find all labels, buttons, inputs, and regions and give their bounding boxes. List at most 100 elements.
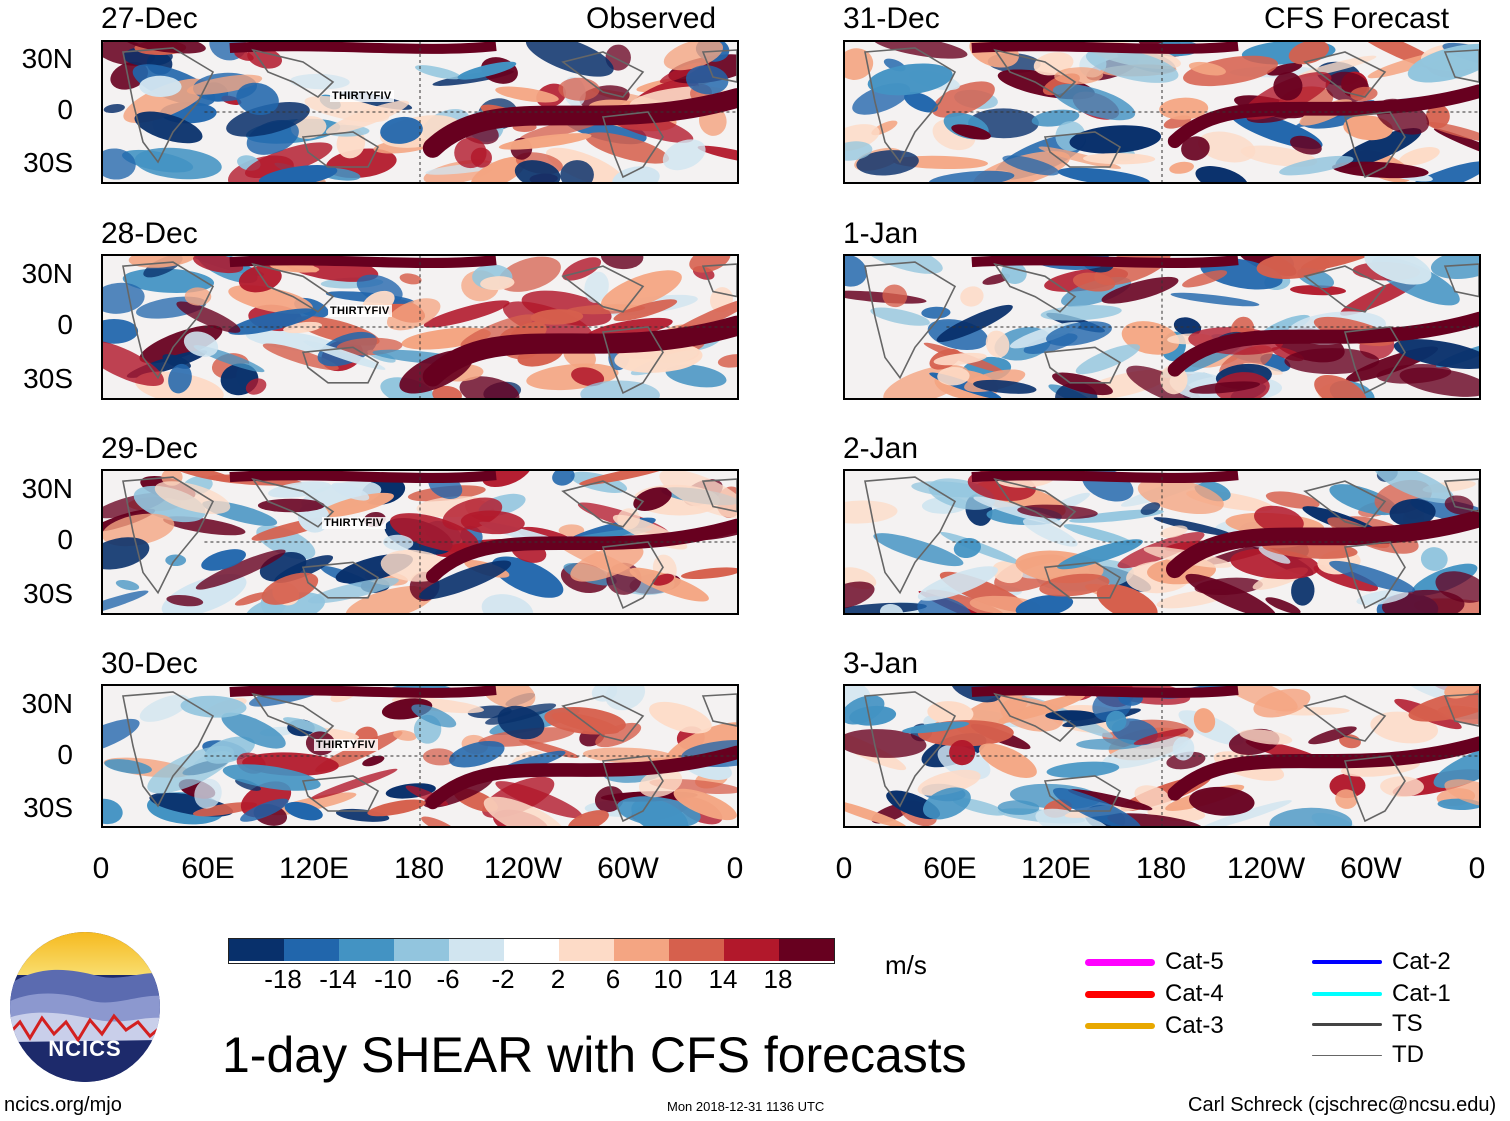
colorbar-labels: -18 -14 -10 -6 -2 2 6 10 14 18 (228, 962, 833, 996)
legend-label: Cat-1 (1392, 980, 1451, 1007)
colorbar (228, 938, 835, 964)
legend-item: TD (1312, 1041, 1424, 1069)
legend-line-swatch (1085, 1023, 1155, 1029)
storm-label: THIRTYFIV (330, 90, 394, 102)
legend-item: Cat-5 (1085, 948, 1224, 976)
y-label-30n: 30N (21, 473, 73, 504)
figure-title: 1-day SHEAR with CFS forecasts (222, 1027, 967, 1083)
colorbar-swatch (394, 939, 450, 961)
x-label: 60W (1340, 852, 1402, 885)
legend-line-swatch (1085, 990, 1155, 998)
legend-label: Cat-5 (1165, 948, 1224, 975)
colorbar-swatch (779, 939, 835, 961)
legend-label: Cat-3 (1165, 1012, 1224, 1039)
y-label-eq: 0 (57, 309, 73, 340)
colorbar-swatch (669, 939, 725, 961)
y-label-eq: 0 (57, 524, 73, 555)
x-label: 0 (835, 852, 853, 885)
website-link[interactable]: ncics.org/mjo (4, 1094, 122, 1116)
x-label: 0 (92, 852, 110, 885)
observed-label: Observed (586, 2, 717, 35)
colorbar-swatch (559, 939, 615, 961)
shear-field (845, 42, 1479, 182)
panel-date: 28-Dec (101, 217, 198, 250)
shear-map (101, 469, 739, 615)
panel-date: 31-Dec (843, 2, 940, 35)
legend-label: Cat-4 (1165, 980, 1224, 1007)
colorbar-tick-label: -2 (491, 964, 515, 994)
colorbar-tick-label: 14 (708, 964, 738, 994)
legend-line-swatch (1312, 1054, 1382, 1056)
colorbar-tick-label: 2 (550, 964, 566, 994)
colorbar-tick-label: -14 (319, 964, 357, 994)
x-label: 60W (597, 852, 659, 885)
legend-label: TD (1392, 1041, 1424, 1068)
colorbar-swatch (504, 939, 560, 961)
y-label-eq: 0 (57, 739, 73, 770)
colorbar-tick-label: -6 (436, 964, 460, 994)
x-label: 120W (483, 852, 563, 885)
y-label-30s: 30S (23, 147, 73, 178)
y-label-30n: 30N (21, 43, 73, 74)
colorbar-tick-label: -10 (374, 964, 412, 994)
shear-map (843, 684, 1481, 828)
x-label: 120E (278, 852, 350, 885)
colorbar-swatch (614, 939, 670, 961)
shear-map (843, 469, 1481, 615)
panel-date: 2-Jan (843, 432, 919, 465)
x-label: 120W (1226, 852, 1306, 885)
shear-field (103, 42, 737, 182)
panel-date: 1-Jan (843, 217, 919, 250)
shear-map (101, 40, 739, 184)
timestamp: Mon 2018-12-31 1136 UTC (667, 1099, 825, 1114)
logo-graphic: NCICS (10, 932, 160, 1082)
legend-item: Cat-2 (1312, 948, 1451, 976)
shear-map (101, 684, 739, 828)
y-label-30n: 30N (21, 258, 73, 289)
shear-field (103, 471, 737, 613)
colorbar-swatch (724, 939, 780, 961)
logo-text: NCICS (48, 1036, 121, 1061)
colorbar-tick-label: 18 (763, 964, 793, 994)
colorbar-swatch (284, 939, 340, 961)
colorbar-tick-label: -18 (264, 964, 302, 994)
shear-field (845, 471, 1479, 613)
legend-line-swatch (1312, 960, 1382, 964)
colorbar-swatch (229, 939, 285, 961)
shear-field (103, 256, 737, 398)
panel-date: 30-Dec (101, 647, 198, 680)
y-label-30n: 30N (21, 688, 73, 719)
legend-item: TS (1312, 1010, 1423, 1038)
y-label-eq: 0 (57, 94, 73, 125)
legend-item: Cat-1 (1312, 980, 1451, 1008)
shear-field (845, 256, 1479, 398)
legend-line-swatch (1312, 992, 1382, 996)
colorbar-tick-label: 10 (653, 964, 683, 994)
panel-date: 29-Dec (101, 432, 198, 465)
units-label: m/s (885, 950, 927, 980)
legend-item: Cat-4 (1085, 980, 1224, 1008)
ncics-logo: NCICS (8, 930, 162, 1084)
x-label: 120E (1020, 852, 1092, 885)
panel-date: 27-Dec (101, 2, 198, 35)
shear-field (103, 686, 737, 826)
x-label: 0 (726, 852, 744, 885)
legend-label: TS (1392, 1010, 1423, 1037)
shear-field (845, 686, 1479, 826)
legend-line-swatch (1312, 1022, 1382, 1026)
x-label: 60E (181, 852, 235, 885)
legend-item: Cat-3 (1085, 1012, 1224, 1040)
colorbar-swatch (339, 939, 395, 961)
legend-label: Cat-2 (1392, 948, 1451, 975)
panel-date: 3-Jan (843, 647, 919, 680)
x-label: 180 (393, 852, 445, 885)
forecast-label: CFS Forecast (1264, 2, 1450, 35)
shear-map (101, 254, 739, 400)
shear-map (843, 40, 1481, 184)
legend-line-swatch (1085, 958, 1155, 966)
storm-label: THIRTYFIV (322, 517, 386, 529)
storm-label: THIRTYFIV (314, 739, 378, 751)
colorbar-tick-label: 6 (605, 964, 621, 994)
y-label-30s: 30S (23, 578, 73, 609)
x-label: 60E (923, 852, 977, 885)
